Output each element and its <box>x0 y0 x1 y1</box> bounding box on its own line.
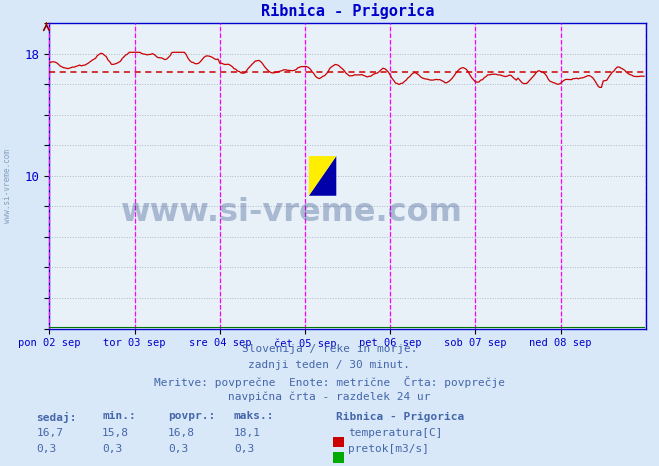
Text: 16,7: 16,7 <box>36 428 63 438</box>
Text: temperatura[C]: temperatura[C] <box>348 428 442 438</box>
Text: sedaj:: sedaj: <box>36 411 76 423</box>
Polygon shape <box>309 156 336 196</box>
Text: min.:: min.: <box>102 411 136 421</box>
Polygon shape <box>309 156 336 196</box>
Text: maks.:: maks.: <box>234 411 274 421</box>
Text: povpr.:: povpr.: <box>168 411 215 421</box>
Text: Ribnica - Prigorica: Ribnica - Prigorica <box>336 411 465 422</box>
Text: 0,3: 0,3 <box>234 444 254 454</box>
Text: 18,1: 18,1 <box>234 428 261 438</box>
Text: 0,3: 0,3 <box>168 444 188 454</box>
Polygon shape <box>309 156 336 196</box>
Title: Ribnica - Prigorica: Ribnica - Prigorica <box>261 3 434 20</box>
Text: navpična črta - razdelek 24 ur: navpična črta - razdelek 24 ur <box>228 391 431 402</box>
Text: 0,3: 0,3 <box>36 444 57 454</box>
Text: www.si-vreme.com: www.si-vreme.com <box>121 197 463 228</box>
Text: Slovenija / reke in morje.: Slovenija / reke in morje. <box>242 344 417 354</box>
Text: 0,3: 0,3 <box>102 444 123 454</box>
Text: Meritve: povprečne  Enote: metrične  Črta: povprečje: Meritve: povprečne Enote: metrične Črta:… <box>154 376 505 388</box>
Text: zadnji teden / 30 minut.: zadnji teden / 30 minut. <box>248 360 411 370</box>
Text: 16,8: 16,8 <box>168 428 195 438</box>
Text: 15,8: 15,8 <box>102 428 129 438</box>
Text: www.si-vreme.com: www.si-vreme.com <box>3 150 13 223</box>
Text: pretok[m3/s]: pretok[m3/s] <box>348 444 429 454</box>
